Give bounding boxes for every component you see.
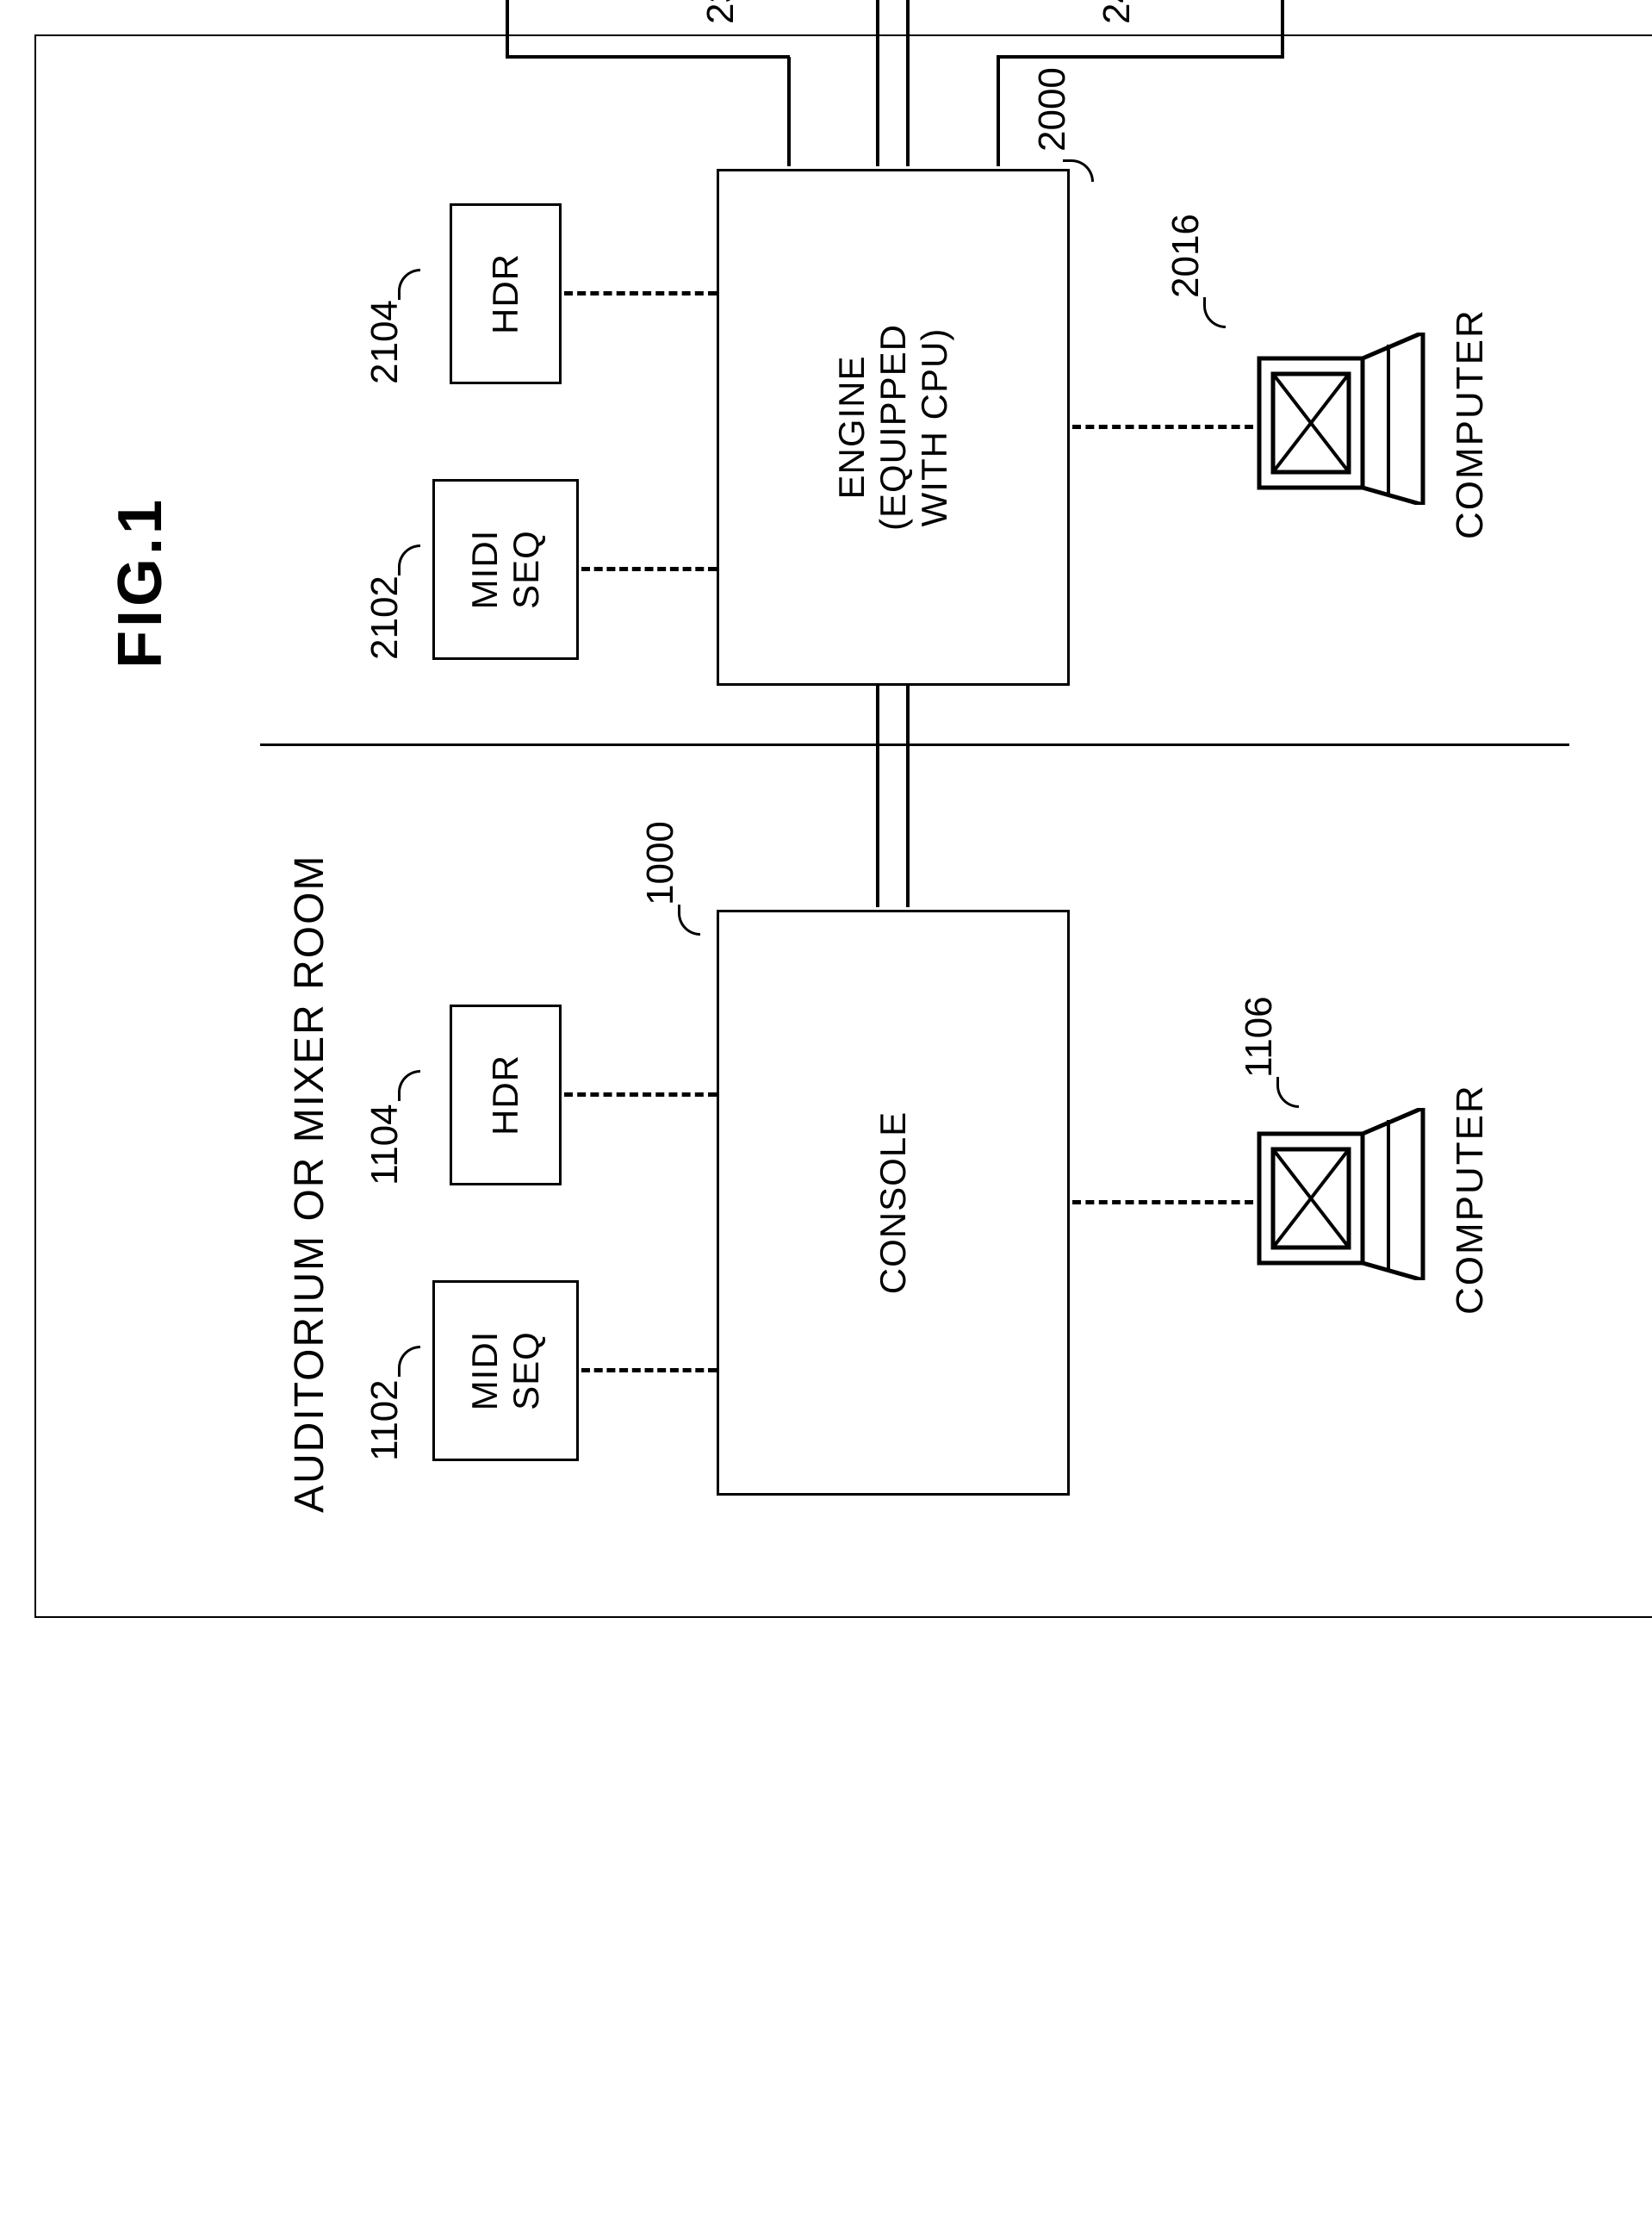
block-midi-seq-2: MIDI SEQ: [432, 479, 579, 660]
diagram-page: FIG.1 AUDITORIUM OR MIXER ROOM STAGE MID…: [34, 34, 1652, 1618]
ref-2300: 2300: [699, 0, 742, 24]
computer-2-label: COMPUTER: [1449, 308, 1492, 539]
lead-1106: [1276, 1077, 1299, 1108]
wire-da-h2: [1281, 0, 1284, 59]
computer-1-label: COMPUTER: [1449, 1084, 1492, 1315]
wire-ad-h2: [506, 0, 509, 59]
lead-2016: [1203, 297, 1226, 328]
dash-hdr2: [564, 291, 717, 296]
lead-1000: [678, 905, 700, 936]
dash-midi2: [581, 567, 717, 571]
wire-ad-h: [787, 57, 791, 166]
ref-2000: 2000: [1031, 67, 1074, 152]
wire-da-h: [997, 57, 1000, 166]
ref-1104: 1104: [363, 1104, 407, 1185]
ref-2400: 2400: [1096, 0, 1139, 24]
figure-title: FIG.1: [105, 496, 176, 669]
wire-dio-h1: [876, 0, 879, 166]
wire-ad-v: [506, 55, 790, 59]
computer-1-icon: [1251, 1108, 1432, 1280]
lead-2104: [398, 269, 420, 300]
region-divider: [260, 743, 1569, 746]
ref-1106: 1106: [1238, 996, 1281, 1078]
dash-hdr1: [564, 1092, 717, 1097]
lead-2102: [398, 544, 420, 575]
block-hdr-2: HDR: [450, 203, 562, 384]
lead-1104: [398, 1070, 420, 1101]
ref-1000: 1000: [639, 821, 682, 905]
wire-dio-h2: [906, 0, 910, 166]
block-engine: ENGINE (EQUIPPED WITH CPU): [717, 169, 1070, 686]
ref-2102: 2102: [363, 575, 407, 660]
dash-comp2: [1072, 425, 1253, 429]
dash-midi1: [581, 1368, 717, 1372]
lead-2000: [1063, 159, 1094, 182]
ref-2104: 2104: [363, 300, 407, 384]
ref-1102: 1102: [363, 1379, 407, 1461]
block-hdr-1: HDR: [450, 1005, 562, 1185]
computer-2-icon: [1251, 333, 1432, 505]
block-midi-seq-1: MIDI SEQ: [432, 1280, 579, 1461]
block-console: CONSOLE: [717, 910, 1070, 1496]
dash-comp1: [1072, 1200, 1253, 1204]
ref-2016: 2016: [1164, 214, 1208, 298]
lead-1102: [398, 1346, 420, 1377]
region-left: AUDITORIUM OR MIXER ROOM: [286, 855, 333, 1513]
wire-da-v: [997, 55, 1281, 59]
